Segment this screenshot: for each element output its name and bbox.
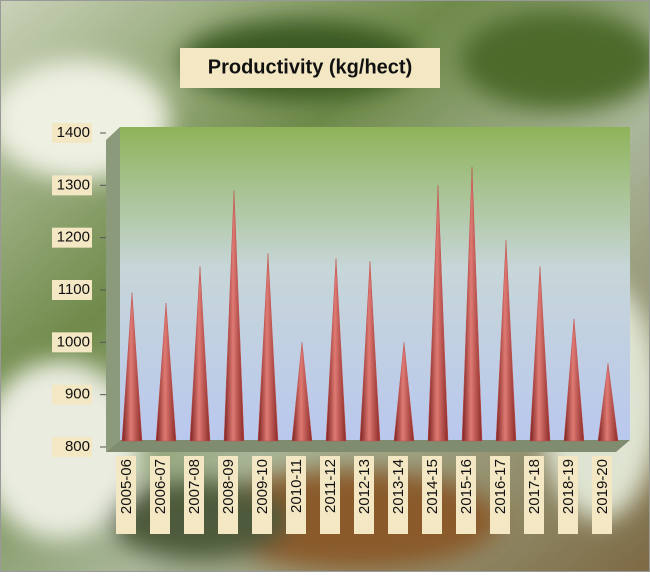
x-tick-box <box>558 456 578 534</box>
x-tick-group: 2012-13 <box>354 456 374 534</box>
y-tick-label: 900 <box>65 386 90 403</box>
x-tick-label: 2005-06 <box>118 459 135 514</box>
x-tick-label: 2018-19 <box>560 459 577 514</box>
y-tick-label: 1000 <box>57 333 90 350</box>
x-tick-group: 2015-16 <box>456 456 476 534</box>
x-tick-box <box>388 456 408 534</box>
cone <box>393 342 415 442</box>
x-tick-group: 2008-09 <box>218 456 238 534</box>
plot: 800 900 1000 1100 1200 1300 1400 2005-06 2006-07… <box>52 123 619 534</box>
cone <box>121 292 143 442</box>
cone <box>325 258 347 442</box>
x-tick-group: 2011-12 <box>320 456 340 534</box>
y-tick-label: 1100 <box>58 281 90 298</box>
x-tick-group: 2014-15 <box>422 456 442 534</box>
x-tick-group: 2019-20 <box>592 456 612 534</box>
y-tick-box <box>52 437 92 457</box>
x-tick-group: 2017-18 <box>524 456 544 534</box>
y-tick-box <box>52 123 92 143</box>
x-tick-box <box>184 456 204 534</box>
chart-title: Productivity (kg/hect) <box>208 56 412 78</box>
x-tick-label: 2011-12 <box>322 459 339 513</box>
y-tick-label: 1200 <box>57 229 90 246</box>
y-tick-label: 1400 <box>57 124 90 141</box>
cone <box>155 303 177 442</box>
x-tick-label: 2015-16 <box>458 459 475 514</box>
cone <box>427 185 449 442</box>
y-tick-label: 800 <box>65 438 90 455</box>
cone <box>529 266 551 442</box>
cone <box>495 240 517 442</box>
side-wall <box>106 127 120 452</box>
x-tick-box <box>422 456 442 534</box>
x-tick-box <box>218 456 238 534</box>
x-tick-group: 2018-19 <box>558 456 578 534</box>
cone <box>257 253 279 442</box>
x-tick-label: 2019-20 <box>594 459 611 514</box>
x-tick-box <box>490 456 510 534</box>
cone <box>563 318 585 442</box>
x-tick-box <box>286 456 306 534</box>
x-tick-group: 2007-08 <box>184 456 204 534</box>
x-tick-box <box>354 456 374 534</box>
y-tick-box <box>52 280 92 300</box>
y-tick-box <box>52 227 92 248</box>
cone <box>223 190 245 442</box>
x-tick-label: 2008-09 <box>220 459 237 514</box>
y-tick-label: 1300 <box>57 176 90 193</box>
x-tick-label: 2006-07 <box>152 459 169 514</box>
x-tick-box <box>524 456 544 534</box>
x-tick-label: 2014-15 <box>424 459 441 514</box>
x-tick-box <box>320 456 340 534</box>
x-tick-group: 2009-10 <box>252 456 272 534</box>
x-tick-label: 2009-10 <box>254 459 271 514</box>
y-tick-box <box>52 175 92 196</box>
floor <box>106 440 630 452</box>
x-tick-label: 2013-14 <box>390 459 407 514</box>
x-tick-box <box>592 456 612 534</box>
x-tick-label: 2012-13 <box>356 459 373 514</box>
cone <box>359 261 381 442</box>
y-tick-box <box>52 332 92 353</box>
x-tick-box <box>456 456 476 534</box>
x-tick-label: 2016-17 <box>492 459 509 514</box>
x-tick-label: 2017-18 <box>526 459 543 514</box>
x-tick-group: 2013-14 <box>388 456 408 534</box>
cone <box>291 342 313 442</box>
y-tick-box <box>52 384 92 405</box>
x-tick-box <box>252 456 272 534</box>
x-tick-group: 2010-11 <box>286 456 306 534</box>
x-tick-group: 2016-17 <box>490 456 510 534</box>
x-tick-group: 2006-07 <box>150 456 170 534</box>
cone <box>461 167 483 442</box>
cone <box>597 363 619 442</box>
x-tick-label: 2007-08 <box>186 459 203 514</box>
x-tick-box <box>116 456 136 534</box>
title-box <box>180 48 440 88</box>
cone <box>189 266 211 442</box>
x-tick-label: 2010-11 <box>288 459 305 513</box>
x-tick-box <box>150 456 170 534</box>
x-tick-group: 2005-06 <box>116 456 136 534</box>
